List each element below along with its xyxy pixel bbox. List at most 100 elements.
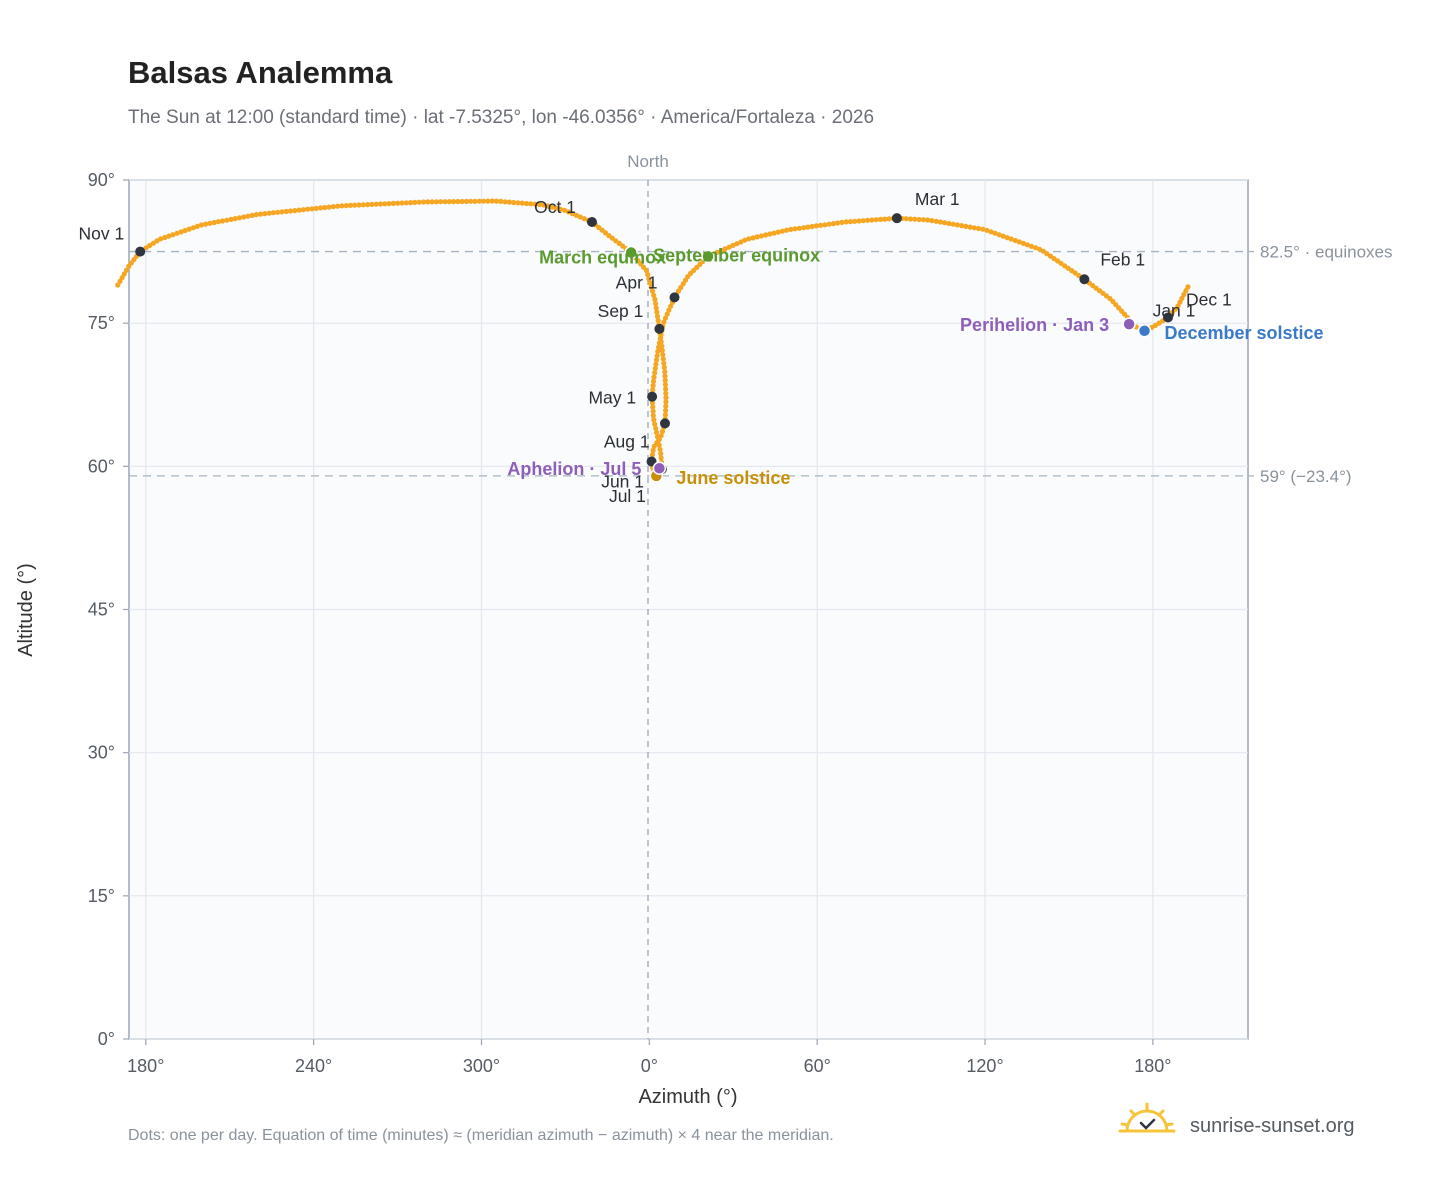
day-dot xyxy=(472,198,478,204)
day-dot xyxy=(1181,291,1187,298)
day-dot xyxy=(476,198,482,204)
day-dot xyxy=(937,219,944,225)
day-dot xyxy=(395,200,401,206)
day-dot xyxy=(813,223,819,229)
day-dot xyxy=(450,199,457,205)
month-label: May 1 xyxy=(588,388,636,408)
day-dot xyxy=(869,217,875,223)
day-dot xyxy=(668,303,674,309)
day-dot xyxy=(459,198,465,205)
day-dot xyxy=(241,214,247,220)
y-tick-label: 75° xyxy=(88,313,115,333)
day-dot xyxy=(506,199,512,205)
day-dot xyxy=(663,399,669,405)
day-dot xyxy=(236,215,242,221)
day-dot xyxy=(959,223,965,229)
day-dot xyxy=(661,360,667,366)
month-label: Jul 1 xyxy=(609,486,646,506)
day-dot xyxy=(438,199,444,205)
day-dot xyxy=(390,200,396,206)
event-label: September equinox xyxy=(653,245,820,265)
day-dot xyxy=(839,219,845,225)
day-dot xyxy=(194,223,200,229)
day-dot xyxy=(412,199,418,205)
day-dot xyxy=(664,311,670,317)
day-dot xyxy=(662,377,668,383)
day-dot xyxy=(245,213,251,219)
month-marker xyxy=(891,213,902,224)
day-dot xyxy=(651,374,657,380)
day-dot xyxy=(663,390,669,396)
day-dot xyxy=(425,199,431,205)
day-dot xyxy=(126,263,132,269)
day-dot xyxy=(532,201,538,207)
day-dot xyxy=(653,357,660,363)
day-dot xyxy=(215,219,221,225)
day-dot xyxy=(493,198,500,204)
day-dot xyxy=(646,276,652,282)
day-dot xyxy=(489,198,495,204)
day-dot xyxy=(963,223,969,229)
day-dot xyxy=(734,241,740,247)
day-dot xyxy=(830,221,837,227)
day-dot xyxy=(565,209,572,215)
day-dot xyxy=(369,201,375,207)
day-dot xyxy=(573,212,580,218)
day-dot xyxy=(279,209,285,215)
day-dot xyxy=(577,214,583,220)
event-marker xyxy=(652,461,667,475)
event-marker xyxy=(624,245,638,260)
day-dot xyxy=(296,207,302,213)
day-dot xyxy=(856,218,862,224)
day-dot xyxy=(659,347,665,354)
day-dot xyxy=(662,412,669,418)
day-dot xyxy=(330,204,336,210)
event-marker xyxy=(701,249,715,264)
day-dot xyxy=(946,220,952,227)
day-dot xyxy=(275,209,281,215)
day-dot xyxy=(581,216,587,222)
day-dot xyxy=(659,428,666,435)
sun-logo-icon xyxy=(1118,1102,1176,1133)
day-dot xyxy=(662,369,668,375)
day-dot xyxy=(228,216,234,222)
day-dot xyxy=(170,232,176,238)
day-dot xyxy=(882,216,888,222)
day-dot xyxy=(662,382,669,388)
day-dot xyxy=(190,225,196,231)
day-dot xyxy=(1032,245,1039,251)
day-dot xyxy=(877,216,884,222)
month-marker xyxy=(660,418,671,429)
day-dot xyxy=(382,201,388,207)
month-marker xyxy=(669,292,680,303)
month-label: Apr 1 xyxy=(616,272,658,292)
day-dot xyxy=(416,199,422,205)
day-dot xyxy=(335,203,341,209)
day-dot xyxy=(343,203,349,209)
day-dot xyxy=(652,421,658,427)
day-dot xyxy=(468,198,474,204)
day-dot xyxy=(980,226,986,232)
y-axis-title: Altitude (°) xyxy=(15,563,37,657)
day-dot xyxy=(742,237,748,243)
day-dot xyxy=(659,343,665,349)
day-dot xyxy=(865,217,871,223)
day-dot xyxy=(115,282,121,288)
day-dot xyxy=(1028,243,1034,249)
day-dot xyxy=(873,217,879,223)
day-dot xyxy=(663,395,669,401)
day-dot xyxy=(763,232,769,238)
y-tick-label: 15° xyxy=(88,886,115,906)
x-tick-label: 120° xyxy=(966,1056,1003,1076)
day-dot xyxy=(971,225,977,231)
day-dot xyxy=(182,227,188,234)
day-dot xyxy=(650,387,656,393)
month-label: Nov 1 xyxy=(78,224,124,244)
day-dot xyxy=(232,216,238,222)
day-dot xyxy=(680,281,686,287)
day-dot xyxy=(666,307,672,313)
day-dot xyxy=(718,248,724,254)
day-dot xyxy=(186,226,192,232)
day-dot xyxy=(650,447,656,453)
day-dot xyxy=(519,200,525,206)
